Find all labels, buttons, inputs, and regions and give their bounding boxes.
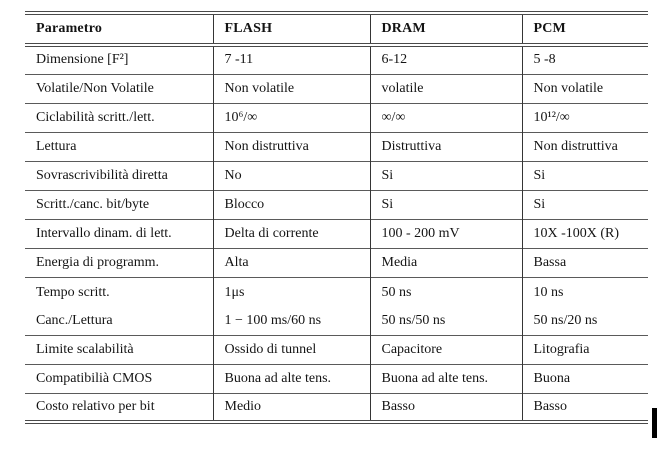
text-cursor-bar [652,408,657,438]
value-cell: Media [369,247,522,277]
param-cell: Volatile/Non Volatile [25,73,213,103]
value-cell: 10¹²/∞ [521,102,648,132]
param-cell: Sovrascrivibilità diretta [25,160,213,190]
table-row: Costo relativo per bit Medio Basso Basso [25,392,648,422]
table-row: Scritt./canc. bit/byte Blocco Si Si [25,189,648,219]
value-cell: Basso [369,392,522,422]
table-row: Dimensione [F²] 7 -11 6-12 5 -8 [25,45,648,74]
value-cell: Litografia [521,334,648,364]
column-header-parametro: Parametro [25,13,213,47]
table-row: Limite scalabilità Ossido di tunnel Capa… [25,334,648,364]
value-line-2: 50 ns/50 ns [381,312,446,328]
value-line-2: 1 − 100 ms/60 ns [224,312,322,328]
value-cell: 100 - 200 mV [369,218,522,248]
value-cell: Si [369,189,522,219]
column-header-pcm: PCM [521,13,648,47]
value-cell: Alta [212,247,370,277]
column-header-dram: DRAM [369,13,522,47]
param-cell: Costo relativo per bit [25,392,213,422]
value-cell: Non volatile [212,73,370,103]
value-cell: No [212,160,370,190]
value-cell: Capacitore [369,334,522,364]
value-cell: 6-12 [369,45,522,74]
value-cell: 10X -100X (R) [521,218,648,248]
table-row-double: Tempo scritt. Canc./Lettura 1μs 1 − 100 … [25,276,648,335]
value-cell: 1μs 1 − 100 ms/60 ns [212,276,370,335]
table-row: Sovrascrivibilità diretta No Si Si [25,160,648,190]
table-row: Ciclabilità scritt./lett. 10⁶/∞ ∞/∞ 10¹²… [25,102,648,132]
value-cell: Basso [521,392,648,422]
value-line-1: 1μs [224,284,245,300]
value-cell: Delta di corrente [212,218,370,248]
value-cell: ∞/∞ [369,102,522,132]
param-cell: Ciclabilità scritt./lett. [25,102,213,132]
value-cell: Si [521,160,648,190]
column-header-flash: FLASH [212,13,370,47]
table-row: Volatile/Non Volatile Non volatile volat… [25,73,648,103]
table-row: Lettura Non distruttiva Distruttiva Non … [25,131,648,161]
param-cell: Intervallo dinam. di lett. [25,218,213,248]
value-line-1: 50 ns [381,284,412,300]
param-cell: Tempo scritt. Canc./Lettura [25,276,213,335]
value-cell: Blocco [212,189,370,219]
value-cell: Si [521,189,648,219]
value-cell: Distruttiva [369,131,522,161]
value-cell: 5 -8 [521,45,648,74]
value-cell: Si [369,160,522,190]
param-cell: Limite scalabilità [25,334,213,364]
value-cell: 10⁶/∞ [212,102,370,132]
value-line-2: 50 ns/20 ns [533,312,598,328]
memory-comparison-table: Parametro FLASH DRAM PCM Dimensione [F²]… [25,11,648,424]
value-cell: Medio [212,392,370,422]
value-cell: Bassa [521,247,648,277]
value-cell: Buona ad alte tens. [369,363,522,393]
value-cell: Non distruttiva [212,131,370,161]
param-cell: Energia di programm. [25,247,213,277]
value-cell: Ossido di tunnel [212,334,370,364]
value-cell: 7 -11 [212,45,370,74]
param-line-2: Canc./Lettura [36,312,113,328]
param-cell: Scritt./canc. bit/byte [25,189,213,219]
param-cell: Compatibilià CMOS [25,363,213,393]
param-cell: Dimensione [F²] [36,52,129,68]
value-cell: 50 ns 50 ns/50 ns [369,276,522,335]
value-line-1: 10 ns [533,284,564,300]
table-row: Compatibilià CMOS Buona ad alte tens. Bu… [25,363,648,393]
value-cell: Buona ad alte tens. [212,363,370,393]
table-row: Energia di programm. Alta Media Bassa [25,247,648,277]
value-cell: volatile [369,73,522,103]
value-cell: 10 ns 50 ns/20 ns [521,276,648,335]
param-cell: Lettura [25,131,213,161]
value-cell: Non distruttiva [521,131,648,161]
table-row: Intervallo dinam. di lett. Delta di corr… [25,218,648,248]
param-line-1: Tempo scritt. [36,284,110,300]
value-cell: Buona [521,363,648,393]
value-cell: Non volatile [521,73,648,103]
header-row: Parametro FLASH DRAM PCM [25,13,648,47]
